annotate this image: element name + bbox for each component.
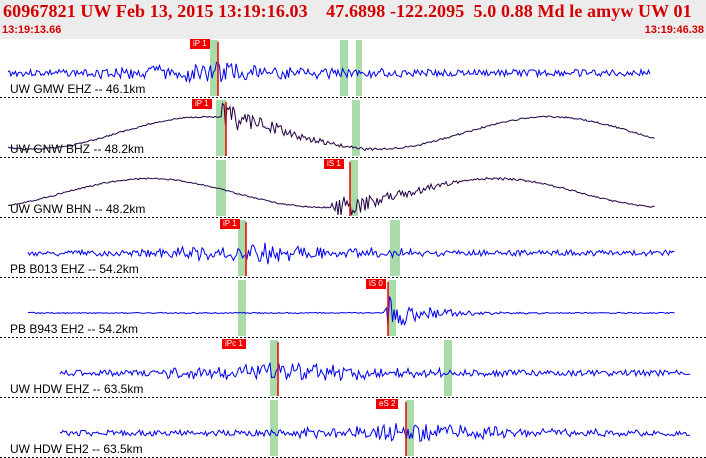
station-label: PB B943 EH2 -- 54.2km <box>10 322 139 336</box>
pick-window[interactable] <box>340 40 348 96</box>
pick-window[interactable] <box>444 340 452 396</box>
pick-window[interactable] <box>216 160 226 216</box>
pick-window[interactable] <box>238 280 246 336</box>
seismogram-trace <box>59 423 691 443</box>
pick-window[interactable] <box>352 100 360 156</box>
pick-label[interactable]: iS 1 <box>324 159 344 169</box>
pick-label[interactable]: iP 1 <box>190 39 210 49</box>
pick-window[interactable] <box>238 220 246 276</box>
pick-window[interactable] <box>216 100 226 156</box>
seismogram-trace <box>7 102 655 152</box>
seismogram-trace <box>7 176 655 216</box>
seismogram-trace <box>59 362 691 382</box>
pick-window[interactable] <box>270 340 278 396</box>
pick-label[interactable]: iP 1 <box>220 219 240 229</box>
seismogram-trace <box>28 296 675 327</box>
station-label: UW GMW EHZ -- 46.1km <box>10 82 146 96</box>
pick-window[interactable] <box>270 400 278 456</box>
station-label: UW HDW EH2 -- 63.5km <box>10 442 143 456</box>
event-title: 60967821 UW Feb 13, 2015 13:19:16.03 47.… <box>3 1 706 21</box>
pick-window[interactable] <box>356 40 362 96</box>
pick-window[interactable] <box>390 220 400 276</box>
station-label: UW HDW EHZ -- 63.5km <box>10 382 144 396</box>
pick-label[interactable]: iS 0 <box>366 279 386 289</box>
pick-window[interactable] <box>350 160 358 216</box>
start-time: 13:19:13.66 <box>2 24 62 36</box>
pick-label[interactable]: iP 1 <box>192 99 212 109</box>
pick-window[interactable] <box>210 40 218 96</box>
pick-window[interactable] <box>406 400 414 456</box>
seismogram-trace <box>7 61 651 84</box>
station-label: UW GNW BHN -- 48.2km <box>10 202 146 216</box>
seismogram-trace <box>27 242 675 265</box>
pick-label[interactable]: iPc 1 <box>222 339 246 349</box>
end-time: 13:19:46.38 <box>644 24 704 36</box>
event-header: 60967821 UW Feb 13, 2015 13:19:16.03 47.… <box>0 0 706 39</box>
station-label: PB B013 EHZ -- 54.2km <box>10 262 139 276</box>
station-label: UW GNW BHZ -- 48.2km <box>10 142 144 156</box>
pick-label[interactable]: eS 2 <box>376 399 399 409</box>
